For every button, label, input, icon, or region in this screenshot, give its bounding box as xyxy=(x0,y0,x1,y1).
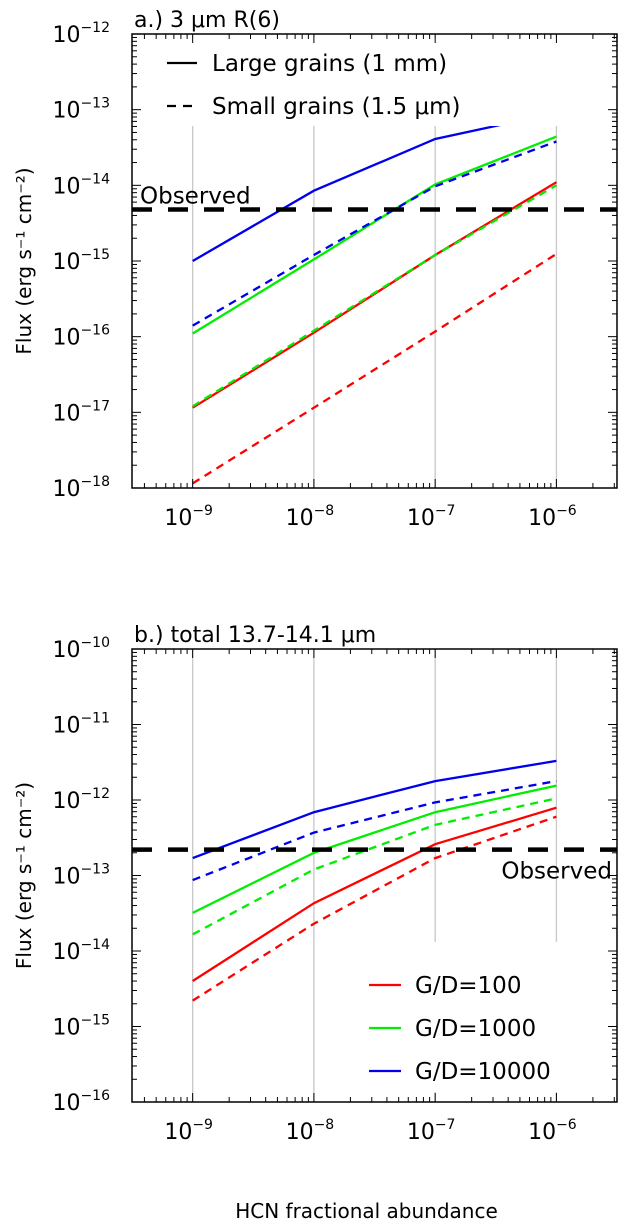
tick-exponent: −17 xyxy=(80,398,110,414)
tick-base: 10 xyxy=(528,506,556,531)
tick-base: 10 xyxy=(52,23,80,48)
tick-exponent: −18 xyxy=(80,474,110,490)
chart-panel-a: Observed Large grains (1 mm) Small grains … xyxy=(12,8,618,531)
tick-exponent: −14 xyxy=(80,937,110,953)
tick-base: 10 xyxy=(52,99,80,124)
x-tick-label: 10−7 xyxy=(407,503,456,531)
chart-title: b.) total 13.7-14.1 μm xyxy=(134,623,376,648)
x-tick-label: 10−7 xyxy=(407,1117,456,1145)
tick-base: 10 xyxy=(52,714,80,739)
tick-exponent: −7 xyxy=(435,503,456,519)
tick-exponent: −12 xyxy=(80,786,110,802)
legend-background xyxy=(362,942,602,1092)
y-tick-label: 10−15 xyxy=(52,1013,110,1041)
tick-base: 10 xyxy=(52,940,80,965)
tick-exponent: −10 xyxy=(80,635,110,651)
y-axis-label: Flux (erg s⁻¹ cm⁻²) xyxy=(12,782,36,969)
y-tick-label: 10−12 xyxy=(52,20,110,48)
tick-base: 10 xyxy=(164,1120,192,1145)
series-line-solid xyxy=(192,135,557,335)
series-line-dashed xyxy=(192,815,557,1002)
series-line-solid xyxy=(192,806,557,982)
y-tick-label: 10−14 xyxy=(52,171,110,199)
tick-base: 10 xyxy=(407,1120,435,1145)
legend-label: G/D=10000 xyxy=(415,1059,551,1085)
tick-exponent: −9 xyxy=(192,503,213,519)
series-line-dashed xyxy=(192,797,557,936)
tick-exponent: −9 xyxy=(192,1117,213,1133)
tick-exponent: −16 xyxy=(80,323,110,339)
tick-base: 10 xyxy=(52,174,80,199)
legend-label: G/D=100 xyxy=(415,973,521,999)
legend-label: Large grains (1 mm) xyxy=(212,51,447,77)
y-tick-label: 10−18 xyxy=(52,474,110,502)
tick-base: 10 xyxy=(286,506,314,531)
tick-exponent: −15 xyxy=(80,247,110,263)
series-line-dashed xyxy=(192,140,557,327)
x-tick-label: 10−6 xyxy=(528,1117,577,1145)
x-tick-label: 10−8 xyxy=(286,1117,335,1145)
chart-title: a.) 3 μm R(6) xyxy=(134,8,280,33)
tick-base: 10 xyxy=(52,638,80,663)
y-axis-label: Flux (erg s⁻¹ cm⁻²) xyxy=(12,167,36,354)
tick-exponent: −12 xyxy=(80,20,110,36)
tick-base: 10 xyxy=(52,477,80,502)
tick-exponent: −13 xyxy=(80,96,110,112)
x-tick-label: 10−6 xyxy=(528,503,577,531)
y-tick-label: 10−11 xyxy=(52,711,110,739)
tick-base: 10 xyxy=(286,1120,314,1145)
y-tick-label: 10−17 xyxy=(52,398,110,426)
tick-base: 10 xyxy=(52,789,80,814)
tick-base: 10 xyxy=(52,865,80,890)
series-line-solid xyxy=(192,784,557,914)
tick-base: 10 xyxy=(52,250,80,275)
legend: G/D=100 G/D=1000 G/D=10000 xyxy=(362,942,602,1092)
y-tick-label: 10−13 xyxy=(52,96,110,124)
tick-exponent: −7 xyxy=(435,1117,456,1133)
legend: Large grains (1 mm) Small grains (1.5 μm) xyxy=(142,38,562,126)
tick-exponent: −15 xyxy=(80,1013,110,1029)
series-line-solid xyxy=(192,759,557,860)
tick-exponent: −6 xyxy=(556,503,577,519)
tick-base: 10 xyxy=(407,506,435,531)
tick-base: 10 xyxy=(528,1120,556,1145)
tick-exponent: −8 xyxy=(314,1117,335,1133)
y-tick-label: 10−16 xyxy=(52,1088,110,1116)
tick-exponent: −8 xyxy=(314,503,335,519)
legend-background xyxy=(142,38,562,126)
tick-exponent: −14 xyxy=(80,171,110,187)
y-tick-label: 10−12 xyxy=(52,786,110,814)
observed-label: Observed xyxy=(501,859,612,885)
tick-base: 10 xyxy=(52,401,80,426)
observed-label: Observed xyxy=(140,183,251,209)
x-axis-label: HCN fractional abundance xyxy=(235,1199,498,1223)
tick-base: 10 xyxy=(52,1016,80,1041)
y-tick-label: 10−13 xyxy=(52,862,110,890)
x-tick-label: 10−9 xyxy=(164,503,213,531)
tick-base: 10 xyxy=(52,1091,80,1116)
series-line-dashed xyxy=(192,184,557,408)
series-line-dashed xyxy=(192,252,558,485)
tick-base: 10 xyxy=(52,326,80,351)
tick-exponent: −6 xyxy=(556,1117,577,1133)
y-tick-label: 10−15 xyxy=(52,247,110,275)
tick-exponent: −13 xyxy=(80,862,110,878)
tick-base: 10 xyxy=(164,506,192,531)
tick-exponent: −11 xyxy=(80,711,110,727)
x-tick-label: 10−9 xyxy=(164,1117,213,1145)
legend-label: Small grains (1.5 μm) xyxy=(212,94,460,120)
y-tick-label: 10−16 xyxy=(52,323,110,351)
legend-label: G/D=1000 xyxy=(415,1016,536,1042)
y-tick-label: 10−10 xyxy=(52,635,110,663)
y-tick-label: 10−14 xyxy=(52,937,110,965)
x-tick-label: 10−8 xyxy=(286,503,335,531)
tick-exponent: −16 xyxy=(80,1088,110,1104)
